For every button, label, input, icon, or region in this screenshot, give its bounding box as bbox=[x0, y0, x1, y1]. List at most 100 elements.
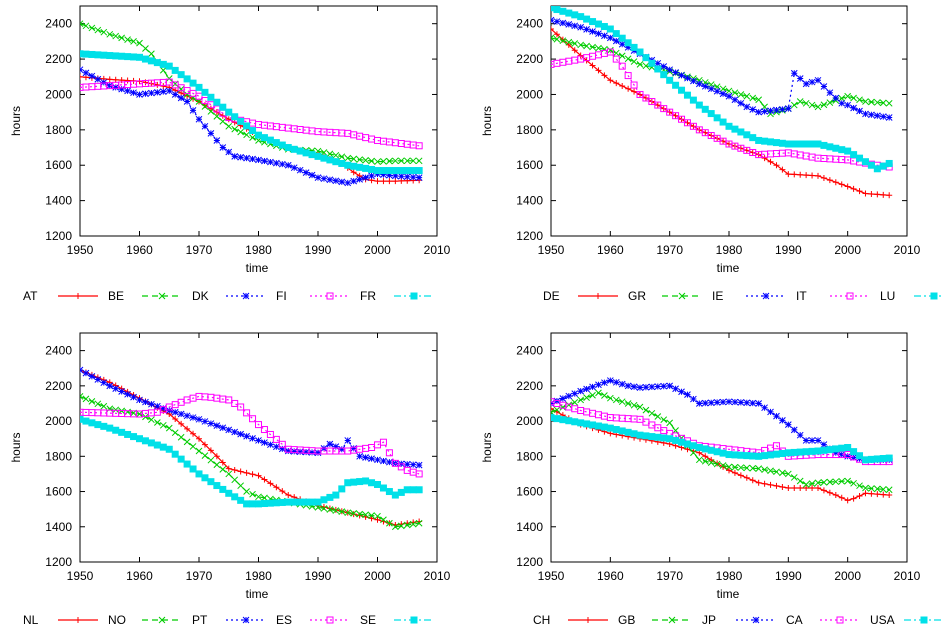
data-point bbox=[320, 149, 328, 156]
data-point bbox=[106, 82, 114, 89]
data-point bbox=[702, 129, 709, 136]
data-point bbox=[583, 42, 590, 50]
series-pt bbox=[80, 393, 423, 531]
data-point bbox=[153, 441, 161, 449]
data-point bbox=[201, 103, 209, 110]
data-point bbox=[785, 171, 792, 178]
data-point bbox=[612, 30, 620, 38]
data-point bbox=[278, 440, 286, 448]
x-tick-label: 2000 bbox=[364, 569, 391, 583]
data-point bbox=[672, 385, 679, 393]
data-point bbox=[326, 493, 334, 501]
data-point bbox=[284, 447, 292, 455]
legend-label: SE bbox=[360, 613, 376, 627]
data-point bbox=[356, 176, 364, 183]
data-point bbox=[338, 485, 346, 493]
data-point bbox=[231, 113, 239, 121]
data-point bbox=[177, 71, 185, 79]
data-point bbox=[290, 498, 298, 506]
legend-lead-label: CH bbox=[533, 613, 550, 627]
data-point bbox=[784, 449, 792, 457]
data-point bbox=[147, 439, 155, 447]
data-point bbox=[171, 408, 179, 416]
data-point bbox=[380, 516, 387, 524]
data-point bbox=[583, 15, 591, 23]
data-point bbox=[606, 394, 614, 402]
data-point bbox=[385, 488, 393, 496]
data-point bbox=[707, 459, 715, 467]
data-point bbox=[362, 156, 369, 164]
data-point bbox=[189, 414, 197, 421]
data-point bbox=[583, 420, 591, 428]
legend-label: FI bbox=[276, 289, 287, 303]
data-point bbox=[553, 31, 560, 38]
data-point bbox=[165, 445, 173, 453]
data-point bbox=[624, 39, 632, 47]
data-point bbox=[856, 107, 863, 115]
data-point bbox=[683, 119, 691, 127]
data-point bbox=[861, 456, 869, 464]
data-point bbox=[761, 155, 768, 162]
data-point bbox=[808, 480, 816, 487]
data-point bbox=[767, 158, 774, 165]
data-point bbox=[88, 72, 96, 80]
data-point bbox=[338, 153, 346, 161]
data-point bbox=[82, 395, 90, 403]
data-point bbox=[606, 46, 614, 54]
y-tick-label: 1400 bbox=[516, 520, 543, 534]
data-point bbox=[885, 114, 893, 121]
x-tick-label: 1960 bbox=[126, 569, 153, 583]
data-point bbox=[731, 96, 739, 104]
data-point bbox=[201, 474, 209, 482]
data-point bbox=[213, 453, 220, 460]
data-point bbox=[654, 413, 662, 420]
legend-label: BE bbox=[108, 289, 124, 303]
data-point bbox=[612, 396, 620, 404]
data-point bbox=[255, 156, 262, 164]
data-point bbox=[666, 108, 674, 116]
data-point bbox=[82, 50, 90, 58]
data-point bbox=[690, 395, 697, 403]
data-point bbox=[577, 387, 585, 395]
data-point bbox=[142, 398, 149, 406]
legend-marker bbox=[242, 616, 250, 624]
data-point bbox=[761, 452, 769, 460]
data-point bbox=[719, 449, 727, 457]
data-point bbox=[159, 66, 167, 74]
data-point bbox=[713, 460, 721, 468]
data-point bbox=[862, 190, 869, 197]
data-point bbox=[713, 114, 721, 122]
data-point bbox=[183, 98, 191, 105]
data-point bbox=[80, 66, 84, 74]
data-point bbox=[386, 171, 393, 179]
data-point bbox=[368, 455, 375, 463]
legend-marker bbox=[410, 616, 418, 624]
data-point bbox=[219, 118, 227, 125]
data-point bbox=[749, 149, 756, 156]
data-point bbox=[648, 409, 656, 417]
data-point bbox=[386, 178, 393, 185]
data-point bbox=[219, 485, 227, 493]
data-point bbox=[577, 13, 585, 21]
data-point bbox=[808, 78, 816, 86]
data-point bbox=[201, 88, 209, 96]
data-point bbox=[392, 178, 399, 185]
x-tick-label: 1960 bbox=[597, 243, 624, 257]
data-point bbox=[701, 82, 709, 90]
data-point bbox=[415, 519, 423, 527]
x-tick-label: 2010 bbox=[894, 243, 921, 257]
data-point bbox=[362, 174, 369, 181]
data-point bbox=[595, 67, 602, 74]
data-point bbox=[749, 134, 757, 142]
legend-label: GR bbox=[628, 289, 646, 303]
y-tick-label: 1600 bbox=[45, 485, 72, 499]
data-point bbox=[80, 415, 84, 423]
data-point bbox=[802, 80, 810, 88]
data-point bbox=[879, 113, 887, 120]
data-point bbox=[374, 170, 381, 178]
data-point bbox=[255, 472, 262, 479]
data-point bbox=[690, 123, 697, 130]
data-point bbox=[219, 144, 227, 151]
legend-lead-label: NL bbox=[23, 613, 39, 627]
data-point bbox=[159, 421, 167, 429]
